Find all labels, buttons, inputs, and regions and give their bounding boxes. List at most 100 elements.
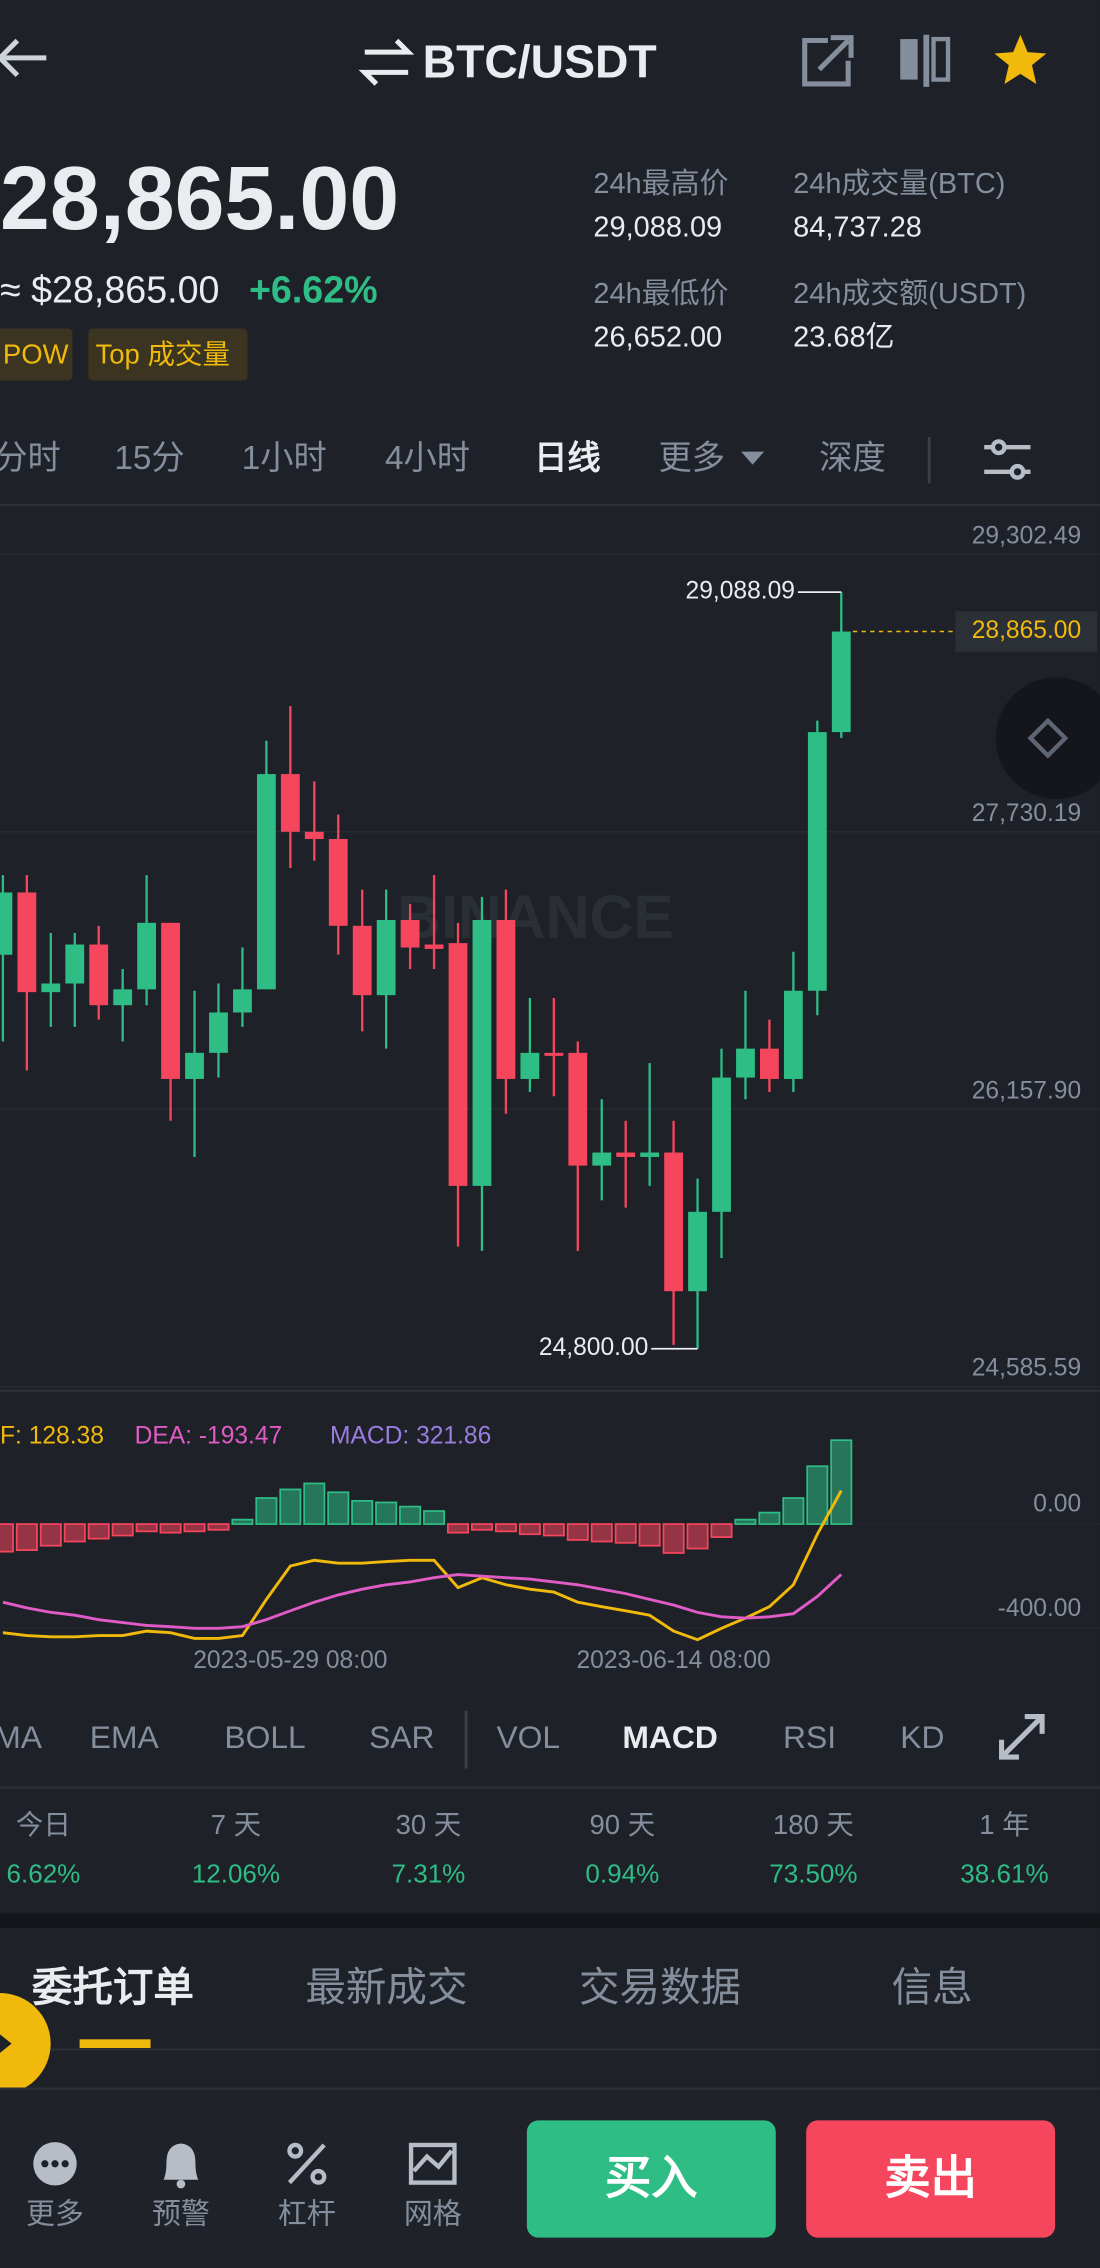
macd-bar [183,1523,206,1533]
interval-tab[interactable]: 15分 [114,440,184,477]
split-icon[interactable] [900,34,951,87]
y-tick-label: 0.00 [1033,1491,1081,1518]
candle-body [568,1052,588,1166]
candle-body [0,892,13,955]
floating-helper[interactable] [0,1993,51,2095]
leverage-icon[interactable] [287,2142,327,2185]
macd-bar [447,1523,470,1534]
favorite-star[interactable] [994,34,1047,84]
macd-bar [303,1482,326,1525]
macd-bar [87,1523,110,1540]
candle-body [424,944,444,949]
macd-line [2,1489,843,1642]
tag[interactable]: Top 成交量 [96,338,230,369]
order-tabs: 委托订单 最新成交 交易数据 信息 [32,1964,973,2010]
period-label: 今日 [16,1809,71,1840]
order-tab[interactable]: 委托订单 [32,1964,194,2010]
macd-bar [255,1497,278,1525]
grid-icon[interactable] [408,2142,457,2185]
macd-bar [399,1505,422,1525]
macd-bar [830,1439,853,1525]
candle-body [472,919,492,1186]
macd-bar [39,1523,62,1547]
expand-icon[interactable] [999,1714,1045,1760]
macd-bar [686,1523,709,1550]
tag[interactable]: POW [3,338,69,369]
indicator-tab[interactable]: MACD [622,1719,717,1755]
y-tick-label: 24,585.59 [972,1355,1081,1382]
settings-icon[interactable] [984,439,1031,480]
buy-label[interactable]: 买入 [605,2151,698,2203]
interval-tab[interactable]: 4小时 [385,440,470,477]
tab-underline [79,2039,151,2049]
indicator-tab[interactable]: VOL [496,1719,560,1755]
tag-bg [0,328,73,381]
indicator-tab[interactable]: RSI [783,1719,836,1755]
candle-body [448,943,468,1186]
macd-bar [63,1523,86,1543]
interval-tab[interactable]: 更多 [659,440,726,477]
period-label: 90 天 [590,1809,656,1840]
candle-body [400,919,420,948]
macd-bar [0,1523,14,1553]
order-tab[interactable]: 交易数据 [579,1964,741,2010]
macd-bar [15,1523,38,1551]
pair-title[interactable]: BTC/USDT [423,35,657,87]
alert-icon[interactable] [163,2143,199,2189]
indicator-tab[interactable]: KD [900,1719,944,1755]
nav-label[interactable]: 网格 [404,2199,462,2231]
swap-icon[interactable] [358,38,415,86]
candle-body [520,1052,540,1079]
nav-label[interactable]: 预警 [152,2199,210,2231]
helper-icon [0,2034,12,2053]
interval-tab[interactable]: 深度 [819,440,886,477]
nav-label[interactable]: 杠杆 [278,2199,336,2231]
order-tab[interactable]: 最新成交 [305,1964,467,2010]
stat-value: 29,088.09 [593,211,722,243]
candle-body [352,925,372,996]
period-label: 1 年 [979,1809,1029,1840]
sell-label[interactable]: 卖出 [884,2151,977,2203]
order-tab[interactable]: 信息 [892,1964,973,2010]
candle-body [17,892,37,993]
share-icon[interactable] [802,35,854,87]
interval-tab[interactable]: 1小时 [242,440,327,477]
buy-button[interactable] [526,2120,776,2238]
interval-tab[interactable]: 分时 [0,440,61,477]
sell-button[interactable] [806,2120,1056,2238]
tag-bg [88,328,248,381]
macd-bar [423,1510,446,1525]
candle-body [280,774,300,832]
candle-body [137,922,157,990]
candle-body [376,919,396,996]
legend-entry: MACD: 321.86 [330,1423,491,1450]
y-tick-label: 26,157.90 [972,1077,1081,1104]
x-tick-label: 2023-06-14 08:00 [577,1647,771,1674]
macd-bar [327,1491,350,1525]
candle-body [783,990,803,1079]
stat-label: 24h最高价 [593,168,728,200]
indicator-tab[interactable]: EMA [90,1719,160,1755]
period-change: 38.61% [960,1859,1048,1889]
indicator-tab[interactable]: SAR [369,1719,434,1755]
candle-body [209,1012,228,1053]
period-change: 0.94% [585,1859,659,1889]
nav-label[interactable]: 更多 [26,2199,84,2231]
section-gap [0,1913,1100,1928]
candle-body [113,989,133,1006]
back-button[interactable] [0,38,47,78]
indicator-tab[interactable]: MA [0,1719,43,1755]
macd-chart: 0.00 -400.00 F: 128.38 DEA: -193.47 MACD: 32… [0,1423,1100,1674]
macd-bar [518,1523,541,1536]
floating-button[interactable] [995,677,1100,799]
indicator-tab[interactable]: BOLL [224,1719,305,1755]
period-change: 6.62% [6,1859,80,1889]
candle-body [688,1211,707,1292]
interval-tab-active[interactable]: 日线 [534,440,601,477]
candle-body [712,1077,731,1212]
period-label: 30 天 [396,1809,462,1840]
candle-body [304,831,324,840]
period-change: 73.50% [769,1859,857,1889]
more-icon[interactable] [33,2142,77,2186]
